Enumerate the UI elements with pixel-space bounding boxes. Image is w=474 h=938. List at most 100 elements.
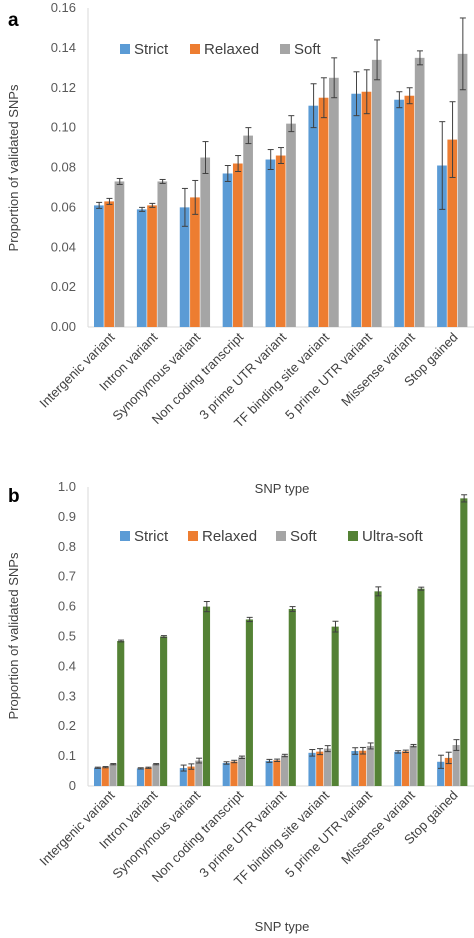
y-tick-label: 0.9: [58, 509, 76, 524]
bar-ultra-soft: [331, 626, 339, 786]
bar-ultra-soft: [245, 619, 253, 786]
legend-swatch: [348, 531, 358, 541]
legend-label: Ultra-soft: [362, 528, 424, 545]
legend-swatch: [120, 44, 130, 54]
y-tick-label: 0.2: [58, 718, 76, 733]
y-tick-label: 0.12: [51, 80, 76, 95]
legend-swatch: [190, 44, 200, 54]
panel-label: a: [8, 10, 19, 31]
bar-soft: [371, 59, 382, 328]
y-axis-title: Proportion of validated SNPs: [6, 84, 21, 251]
x-category-label: Intergenic variant: [36, 787, 117, 868]
bar-relaxed: [101, 767, 109, 786]
x-category-label: Missense variant: [338, 787, 418, 867]
bar-soft: [323, 748, 332, 786]
bar-soft: [195, 760, 203, 786]
bar-strict: [308, 752, 316, 786]
bar-strict: [94, 205, 104, 327]
y-tick-label: 0.6: [58, 599, 76, 614]
y-tick-label: 0.1: [58, 748, 76, 763]
y-tick-label: 0.5: [58, 629, 76, 644]
legend-label: Relaxed: [204, 41, 259, 58]
bar-soft: [109, 764, 117, 786]
bar-soft: [281, 755, 289, 786]
bar-ultra-soft: [160, 636, 168, 786]
bar-strict: [222, 762, 230, 786]
y-tick-label: 0.04: [51, 239, 76, 254]
bar-relaxed: [401, 751, 410, 786]
legend-swatch: [120, 531, 130, 541]
bar-strict: [222, 173, 233, 327]
bar-relaxed: [359, 750, 367, 786]
bar-ultra-soft: [417, 588, 425, 786]
x-axis-title: SNP type: [255, 481, 310, 496]
bar-soft: [200, 157, 211, 327]
bar-relaxed: [147, 205, 157, 327]
bar-relaxed: [447, 139, 458, 327]
y-tick-label: 0.3: [58, 688, 76, 703]
bar-soft: [414, 57, 425, 327]
bar-ultra-soft: [202, 606, 211, 786]
bar-relaxed: [187, 766, 195, 786]
bar-strict: [265, 760, 273, 786]
bar-strict: [437, 165, 447, 327]
bar-strict: [94, 767, 102, 786]
legend-swatch: [280, 44, 290, 54]
bar-soft: [409, 745, 417, 786]
bar-relaxed: [232, 163, 243, 327]
bar-strict: [394, 751, 402, 786]
y-tick-label: 0.10: [51, 120, 76, 135]
panel-label: b: [8, 486, 20, 507]
bar-soft: [286, 123, 296, 327]
bar-relaxed: [144, 767, 152, 786]
bar-strict: [265, 159, 276, 327]
y-tick-label: 0.08: [51, 160, 76, 175]
y-tick-label: 0.14: [51, 40, 76, 55]
bar-strict: [179, 768, 187, 786]
bar-relaxed: [190, 197, 200, 327]
bar-relaxed: [361, 91, 372, 327]
legend-label: Strict: [134, 528, 169, 545]
bar-relaxed: [273, 760, 281, 786]
y-tick-label: 0.06: [51, 199, 76, 214]
bar-strict: [136, 209, 147, 327]
y-tick-label: 0.4: [58, 658, 76, 673]
bar-strict: [179, 207, 190, 327]
y-tick-label: 0.7: [58, 569, 76, 584]
y-tick-label: 0.16: [51, 0, 76, 15]
bar-strict: [437, 761, 445, 786]
x-category-label: Missense variant: [338, 329, 418, 409]
y-tick-label: 0.8: [58, 539, 76, 554]
bar-relaxed: [316, 751, 324, 786]
bar-ultra-soft: [460, 498, 468, 786]
bar-soft: [152, 764, 160, 786]
bar-soft: [157, 181, 168, 327]
bar-ultra-soft: [288, 608, 296, 786]
bar-soft: [238, 757, 246, 786]
bar-ultra-soft: [117, 640, 125, 786]
bar-strict: [394, 99, 404, 328]
bar-soft: [329, 77, 339, 327]
bar-ultra-soft: [374, 591, 382, 786]
legend-label: Soft: [294, 41, 322, 58]
bar-relaxed: [318, 97, 329, 327]
x-axis-title: SNP type: [255, 919, 310, 934]
bar-soft: [366, 745, 374, 786]
legend-swatch: [276, 531, 286, 541]
legend-label: Soft: [290, 528, 318, 545]
legend-label: Relaxed: [202, 528, 257, 545]
y-axis-title: Proportion of validated SNPs: [6, 552, 21, 719]
bar-strict: [351, 751, 359, 786]
y-tick-label: 0.00: [51, 319, 76, 334]
bar-strict: [351, 93, 362, 327]
bar-relaxed: [275, 155, 286, 327]
bar-relaxed: [404, 95, 415, 327]
x-category-label: Intergenic variant: [36, 329, 117, 410]
bar-soft: [114, 181, 125, 327]
bar-soft: [452, 745, 460, 786]
bar-strict: [308, 105, 319, 327]
legend-label: Strict: [134, 41, 169, 58]
legend-swatch: [188, 531, 198, 541]
